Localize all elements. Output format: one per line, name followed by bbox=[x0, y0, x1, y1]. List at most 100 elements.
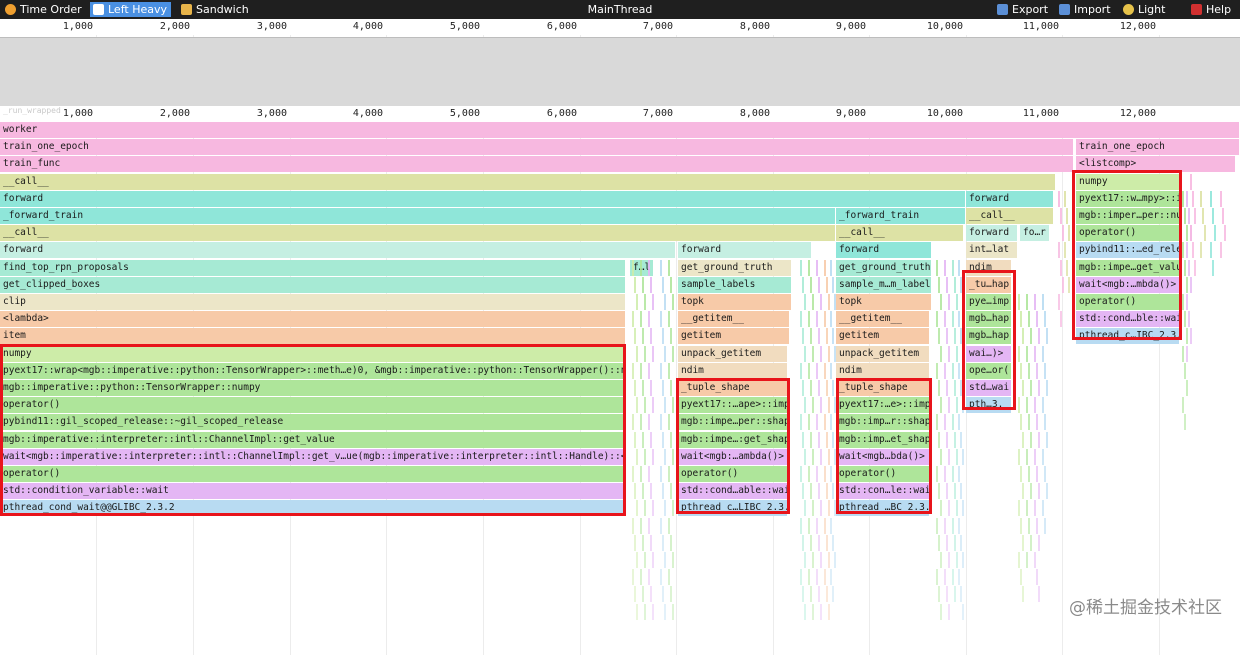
flame-frame[interactable]: forward bbox=[678, 242, 812, 259]
flame-frame[interactable]: std…wai bbox=[966, 380, 1012, 396]
flame-frame[interactable]: unpack_getitem bbox=[836, 345, 930, 362]
flame-frame[interactable]: mgb::imper…per::numpy bbox=[1076, 208, 1180, 224]
flame-frame[interactable]: ndim bbox=[966, 259, 1012, 276]
flame-frame[interactable]: unpack_getitem bbox=[678, 345, 788, 362]
flame-sliver bbox=[832, 380, 834, 396]
flame-frame[interactable]: _tuple_shape bbox=[678, 380, 788, 396]
flame-frame[interactable]: int…lat bbox=[966, 242, 1018, 259]
flame-sliver bbox=[1212, 259, 1214, 276]
sandwich-button[interactable]: Sandwich bbox=[178, 2, 253, 17]
flame-frame[interactable]: mgb::imperative::python::TensorWrapper::… bbox=[0, 380, 626, 396]
flame-frame[interactable]: pye…imp bbox=[966, 294, 1012, 310]
flame-frame[interactable]: wai…)> bbox=[966, 345, 1012, 362]
flame-frame[interactable]: forward bbox=[836, 242, 932, 259]
flame-frame[interactable]: forward bbox=[966, 225, 1018, 242]
flame-frame[interactable]: wait<mgb:…ambda()> bbox=[678, 448, 788, 465]
flame-frame[interactable]: forward bbox=[0, 242, 676, 259]
flame-frame[interactable]: pyext17::…ape>::imp bbox=[678, 397, 788, 414]
flame-frame[interactable]: std::cond…ble::wai bbox=[1076, 311, 1180, 328]
flame-frame[interactable]: train_one_epoch bbox=[0, 139, 1074, 156]
flame-frame[interactable]: wait<mgb:…mbda()> bbox=[1076, 276, 1180, 293]
flame-frame[interactable]: wait<mgb::imperative::interpreter::intl:… bbox=[0, 448, 626, 465]
flame-frame[interactable]: std::condition_variable::wait bbox=[0, 483, 626, 500]
flame-frame[interactable]: getitem bbox=[836, 328, 930, 345]
flame-frame[interactable]: std::con…le::wai bbox=[836, 483, 930, 500]
flame-frame[interactable]: pthread_…BC_2.3. bbox=[836, 500, 930, 517]
flame-frame[interactable]: fo…r bbox=[1020, 225, 1050, 242]
flame-frame[interactable]: get_ground_truth bbox=[836, 259, 932, 276]
flame-frame[interactable]: numpy bbox=[1076, 173, 1180, 190]
flame-frame[interactable]: <listcomp> bbox=[1076, 156, 1236, 173]
flame-frame[interactable]: mgb::imp…r::shap bbox=[836, 414, 930, 431]
flame-frame[interactable]: pthread_c…IBC_2.3. bbox=[1076, 328, 1180, 345]
export-button[interactable]: Export bbox=[994, 2, 1052, 17]
flame-frame[interactable]: sample_labels bbox=[678, 276, 792, 293]
flame-frame[interactable]: __getitem__ bbox=[678, 311, 790, 328]
flame-frame[interactable]: forward bbox=[0, 190, 966, 207]
flame-sliver bbox=[1186, 225, 1188, 242]
flamegraph[interactable]: worker train_one_epoch train_func __call__ f… bbox=[0, 0, 1240, 636]
flame-frame[interactable]: pybind11::gil_scoped_release::~gil_scope… bbox=[0, 414, 626, 431]
flame-frame[interactable]: operator() bbox=[0, 466, 626, 482]
flame-frame[interactable]: operator() bbox=[1076, 294, 1180, 310]
flame-frame[interactable]: operator() bbox=[678, 466, 788, 482]
flame-frame[interactable]: topk bbox=[836, 294, 932, 310]
flame-frame[interactable]: train_func bbox=[0, 156, 1074, 173]
flame-frame[interactable]: sample_m…m_label bbox=[836, 276, 932, 293]
flame-frame[interactable]: __call__ bbox=[836, 225, 964, 242]
flame-sliver bbox=[938, 328, 940, 345]
flame-sliver bbox=[640, 466, 642, 482]
flame-frame[interactable]: find_top_rpn_proposals bbox=[0, 259, 626, 276]
flame-frame[interactable]: pybind11::…ed_release bbox=[1076, 242, 1180, 259]
flame-frame[interactable]: getitem bbox=[678, 328, 790, 345]
flame-frame[interactable]: clip bbox=[0, 294, 626, 310]
flame-frame[interactable]: mgb::impe…get_valu bbox=[1076, 259, 1180, 276]
time-order-button[interactable]: Time Order bbox=[2, 2, 86, 17]
flame-frame[interactable]: ndim bbox=[836, 362, 930, 379]
flame-frame[interactable]: pthread_c…LIBC_2.3. bbox=[678, 500, 788, 517]
left-heavy-button[interactable]: Left Heavy bbox=[90, 2, 171, 17]
import-label: Import bbox=[1074, 3, 1111, 16]
flame-frame[interactable]: operator() bbox=[1076, 225, 1180, 242]
flame-frame[interactable]: _forward_train bbox=[0, 208, 836, 224]
flame-frame[interactable]: __call__ bbox=[0, 225, 836, 242]
flame-frame[interactable]: item bbox=[0, 328, 626, 345]
flame-frame[interactable]: std::cond…able::wai bbox=[678, 483, 788, 500]
import-button[interactable]: Import bbox=[1056, 2, 1115, 17]
flame-frame[interactable]: ndim bbox=[678, 362, 788, 379]
flame-frame[interactable]: pyext17::wrap<mgb::imperative::python::T… bbox=[0, 362, 626, 379]
flame-frame[interactable]: mgb::imperative::interpreter::intl::Chan… bbox=[0, 431, 626, 448]
flame-frame[interactable]: get_clipped_boxes bbox=[0, 276, 626, 293]
flame-frame[interactable]: pyext17:…e>::imp bbox=[836, 397, 930, 414]
flame-frame[interactable]: pthread_cond_wait@@GLIBC_2.3.2 bbox=[0, 500, 626, 517]
flame-frame[interactable]: mgb::impe…:get_shap bbox=[678, 431, 788, 448]
flame-frame[interactable]: operator() bbox=[0, 397, 626, 414]
flame-frame[interactable]: mgb…hap bbox=[966, 328, 1012, 345]
flame-frame[interactable]: numpy bbox=[0, 345, 626, 362]
flame-frame[interactable]: mgb…hap bbox=[966, 311, 1012, 328]
flame-frame[interactable]: __getitem__ bbox=[836, 311, 930, 328]
flame-frame[interactable]: pth…3. bbox=[966, 397, 1012, 414]
flame-frame[interactable]: _forward_train bbox=[836, 208, 966, 224]
overview-minimap[interactable] bbox=[0, 37, 1240, 107]
flame-frame[interactable]: get_ground_truth bbox=[678, 259, 792, 276]
flame-sliver bbox=[952, 259, 954, 276]
flame-sliver bbox=[1186, 380, 1188, 396]
flame-frame[interactable]: mgb::impe…per::shap bbox=[678, 414, 788, 431]
flame-frame[interactable]: __call__ bbox=[966, 208, 1054, 224]
help-button[interactable]: Help bbox=[1188, 2, 1235, 17]
flame-frame[interactable]: worker bbox=[0, 122, 1240, 138]
flame-frame[interactable]: _tu…hap bbox=[966, 276, 1012, 293]
flame-frame[interactable]: forward bbox=[966, 190, 1054, 207]
flame-frame[interactable]: wait<mgb…bda()> bbox=[836, 448, 930, 465]
flame-frame[interactable]: operator() bbox=[836, 466, 930, 482]
flame-frame[interactable]: ope…or( bbox=[966, 362, 1012, 379]
flame-frame[interactable]: _tuple_shape bbox=[836, 380, 930, 396]
flame-frame[interactable]: mgb::imp…et_shap bbox=[836, 431, 930, 448]
theme-button[interactable]: Light bbox=[1120, 2, 1169, 17]
flame-frame[interactable]: pyext17::w…mpy>::imp bbox=[1076, 190, 1180, 207]
flame-frame[interactable]: __call__ bbox=[0, 173, 1056, 190]
flame-frame[interactable]: train_one_epoch bbox=[1076, 139, 1240, 156]
flame-frame[interactable]: topk bbox=[678, 294, 792, 310]
flame-frame[interactable]: <lambda> bbox=[0, 311, 626, 328]
